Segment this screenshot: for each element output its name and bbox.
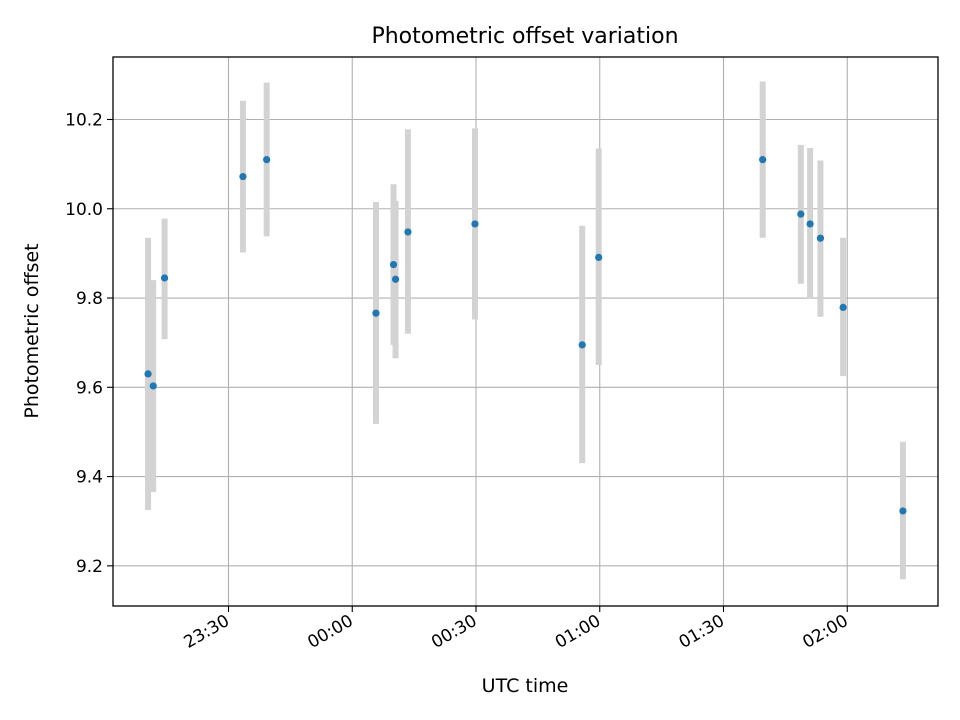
data-point — [899, 507, 907, 515]
data-point — [797, 210, 805, 218]
y-tick-label: 9.8 — [76, 289, 103, 309]
y-tick-label: 9.4 — [76, 468, 103, 488]
data-point — [372, 309, 380, 317]
axes-frame — [112, 56, 939, 607]
data-point — [759, 156, 767, 164]
data-point — [578, 341, 586, 349]
data-point — [816, 234, 825, 242]
data-point — [595, 253, 603, 262]
y-tick-label: 10.2 — [65, 110, 103, 130]
y-axis-label: Photometric offset — [21, 243, 43, 418]
data-point — [149, 382, 157, 390]
data-point — [806, 220, 814, 228]
data-point — [839, 303, 847, 311]
data-points — [144, 156, 907, 515]
data-point — [160, 274, 169, 282]
plot-area: 23:30 00:00 00:30 01:00 01:30 02:009.29.49.69… — [65, 56, 939, 653]
data-point — [404, 228, 412, 236]
y-tick-label: 9.2 — [76, 557, 103, 577]
data-point — [471, 220, 479, 228]
x-axis-label: UTC time — [482, 675, 569, 697]
data-point — [263, 156, 271, 164]
y-tick-label: 10.0 — [65, 200, 103, 220]
data-point — [239, 173, 247, 181]
chart-title: Photometric offset variation — [371, 24, 678, 49]
data-point — [391, 275, 400, 283]
y-tick-label: 9.6 — [76, 378, 103, 398]
data-point — [389, 260, 398, 269]
axes-background — [113, 57, 938, 606]
data-point — [144, 370, 152, 378]
